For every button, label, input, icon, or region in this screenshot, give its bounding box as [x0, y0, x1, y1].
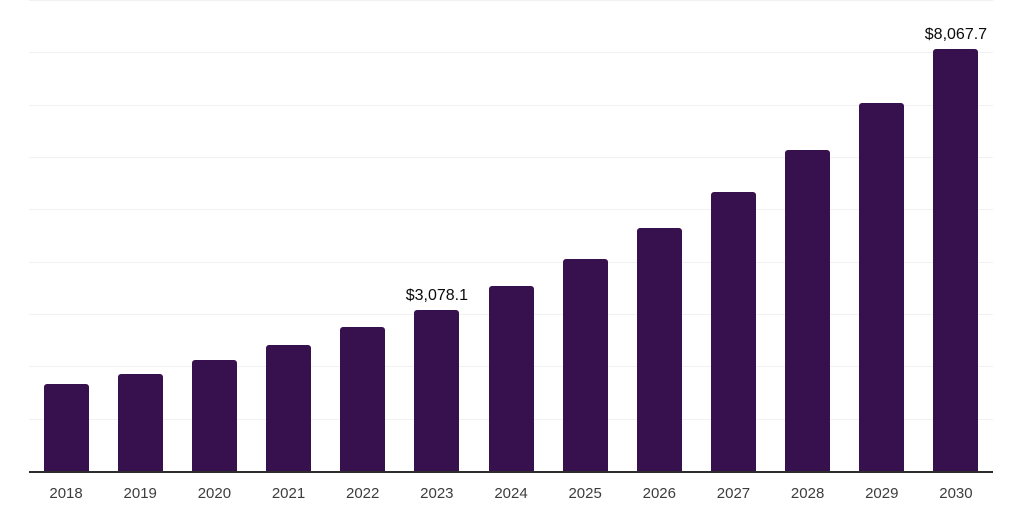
bar-2019	[117, 373, 163, 471]
gridline-5000	[29, 209, 993, 211]
bar-2018	[43, 383, 89, 471]
bar-2023	[414, 309, 460, 471]
x-tick-2026: 2026	[642, 485, 676, 502]
bar-2026	[636, 227, 682, 471]
bar-2025	[562, 258, 608, 471]
x-tick-2029: 2029	[865, 485, 899, 502]
gridline-8000	[29, 52, 993, 54]
x-tick-2020: 2020	[197, 485, 232, 502]
bar-2030	[933, 48, 979, 471]
x-tick-2021: 2021	[271, 485, 306, 502]
bar-2021	[266, 345, 312, 471]
gridline-4000	[29, 261, 993, 263]
x-tick-2018: 2018	[49, 485, 83, 502]
x-tick-2028: 2028	[790, 485, 825, 502]
gridline-9000	[29, 0, 993, 1]
x-tick-2025: 2025	[568, 485, 602, 502]
x-tick-2023: 2023	[420, 485, 454, 502]
x-tick-2030: 2030	[939, 485, 973, 502]
value-label-2023: $3,078.1	[405, 286, 468, 304]
bar-2029	[859, 103, 905, 471]
x-tick-2022: 2022	[346, 485, 380, 502]
gridline-7000	[29, 104, 993, 106]
gridline-6000	[29, 157, 993, 158]
plot-area: $3,078.1 $8,067.7	[29, 0, 993, 473]
bar-2024	[488, 286, 534, 471]
x-tick-2024: 2024	[494, 485, 528, 502]
x-tick-2027: 2027	[716, 485, 751, 502]
bar-2027	[710, 191, 756, 471]
bar-2028	[785, 150, 831, 471]
bar-2022	[340, 327, 386, 471]
x-tick-2019: 2019	[123, 485, 157, 502]
value-label-2030: $8,067.7	[924, 25, 988, 43]
bar-2020	[191, 360, 237, 471]
